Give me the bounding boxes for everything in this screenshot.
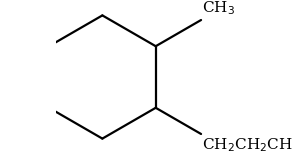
Text: CH$_3$: CH$_3$ (202, 0, 235, 17)
Text: CH$_2$CH$_2$CH$_3$: CH$_2$CH$_2$CH$_3$ (202, 137, 292, 154)
